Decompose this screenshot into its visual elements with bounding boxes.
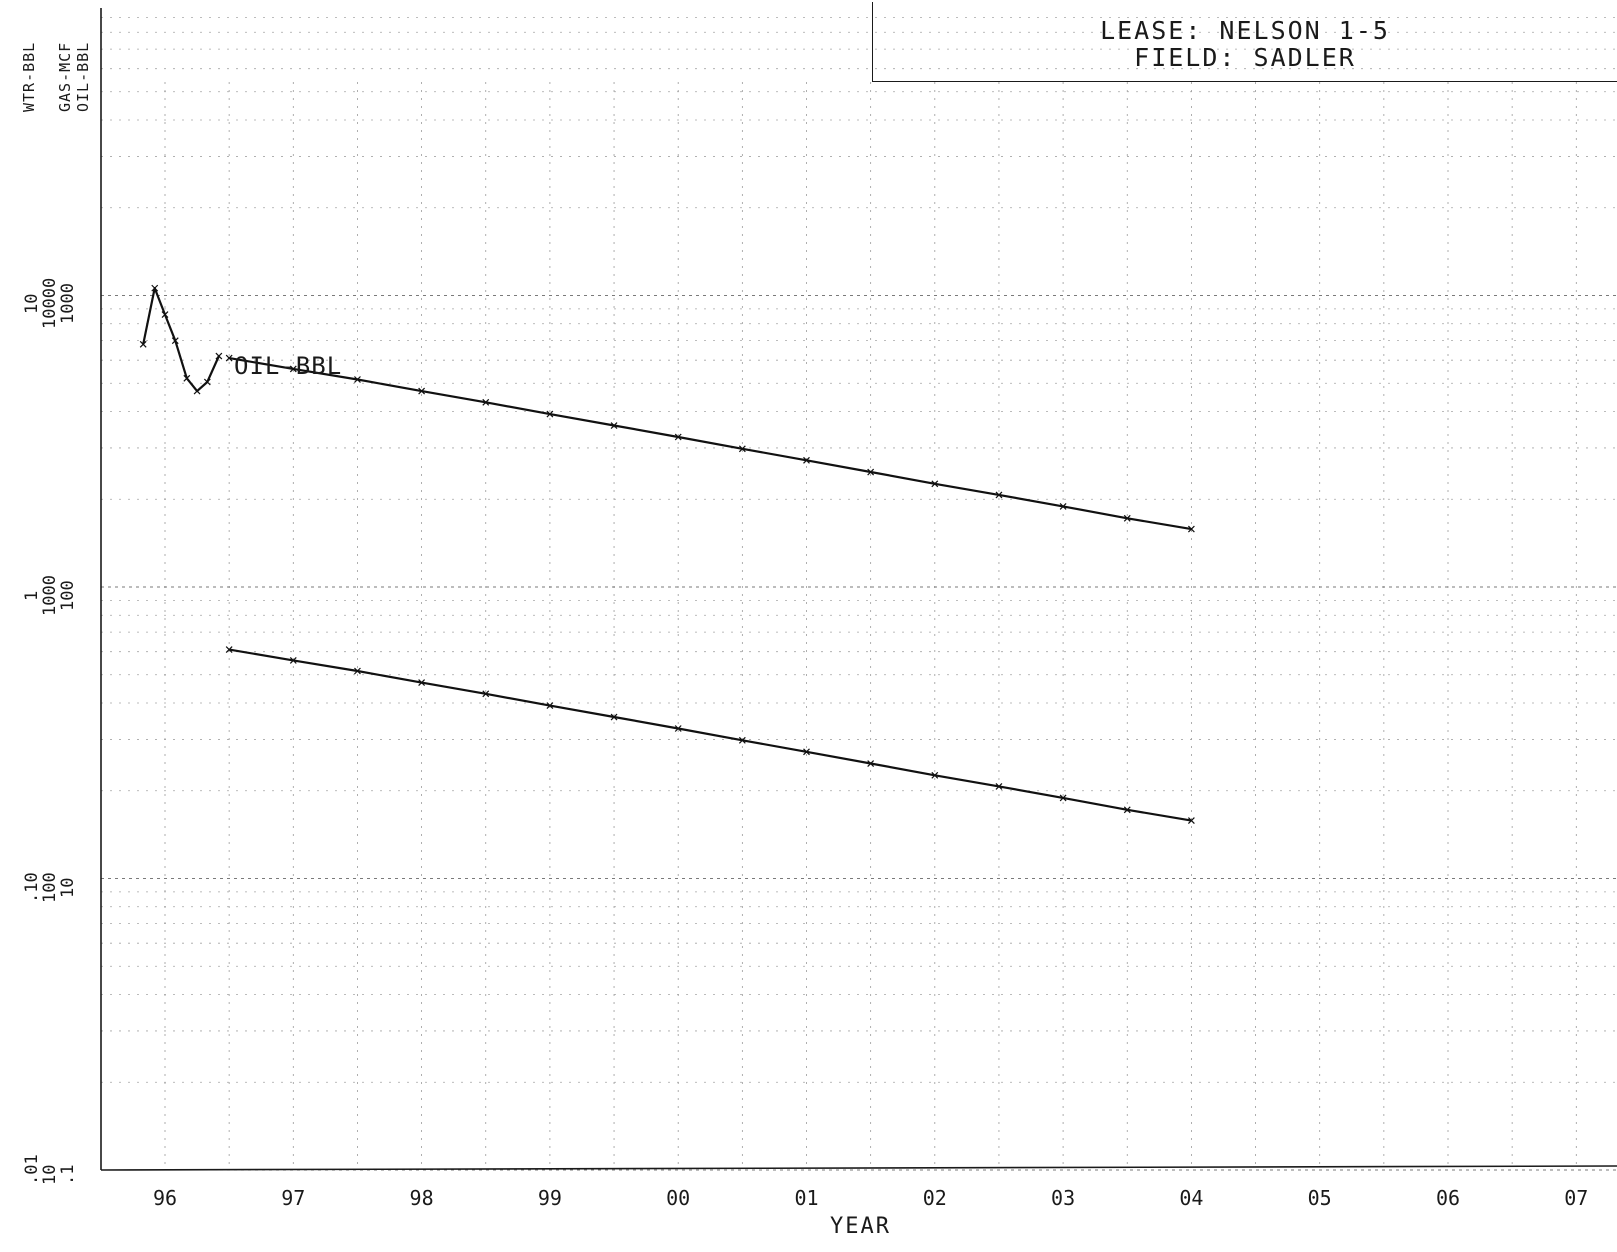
lease-legend-box: LEASE: NELSON 1-5 FIELD: SADLER — [872, 2, 1617, 82]
data-point — [1059, 502, 1067, 510]
data-point — [995, 491, 1003, 499]
data-point — [995, 782, 1003, 790]
x-tick-label: 97 — [281, 1186, 305, 1210]
y-tick-label: .10 — [22, 872, 42, 903]
data-point — [674, 433, 682, 441]
data-point — [354, 667, 361, 675]
data-point — [482, 398, 490, 406]
data-point — [183, 374, 191, 382]
data-point — [418, 387, 426, 395]
data-point — [151, 284, 159, 292]
x-tick-label: 01 — [794, 1186, 818, 1210]
grid — [101, 16, 1617, 1171]
data-point — [161, 311, 169, 319]
data-point — [289, 656, 297, 664]
y-unit-gas: GAS-MCF — [56, 41, 74, 112]
y-tick-label: 100 — [58, 580, 78, 611]
data-point — [1187, 525, 1195, 533]
x-tick-label: 04 — [1179, 1186, 1203, 1210]
data-point — [139, 340, 147, 348]
x-tick-label: 99 — [538, 1186, 562, 1210]
data-point — [203, 378, 211, 386]
data-point — [225, 646, 233, 654]
data-point — [803, 456, 810, 464]
series-layer — [139, 284, 1195, 825]
data-point — [610, 422, 618, 429]
data-point — [931, 771, 939, 779]
y-unit-wtr: WTR-BBL — [20, 41, 38, 112]
y-tick-label: 100 — [40, 872, 60, 903]
x-tick-label: 05 — [1308, 1186, 1332, 1210]
lease-name: LEASE: NELSON 1-5 — [1100, 16, 1390, 45]
data-point — [546, 702, 554, 709]
x-axis-line — [100, 1165, 1617, 1171]
data-point — [803, 748, 810, 756]
data-point — [1187, 817, 1195, 825]
x-tick-label: 96 — [153, 1186, 177, 1210]
y-tick-label: 1 — [22, 590, 42, 601]
x-tick-labels: 96 97 98 99 00 01 02 03 04 05 06 07 — [153, 1186, 1588, 1210]
data-point — [738, 736, 746, 744]
series-line-forecast — [229, 648, 1192, 822]
y-tick-label: .1 — [58, 1164, 78, 1185]
y-unit-oil: OIL-BBL — [74, 41, 92, 112]
data-point — [482, 690, 490, 698]
data-point — [867, 468, 875, 476]
data-point — [1123, 806, 1131, 814]
x-tick-label: 98 — [410, 1186, 434, 1210]
data-point — [546, 410, 554, 418]
y-tick-label: 10 — [58, 877, 78, 898]
data-point — [418, 679, 426, 687]
x-axis-title: YEAR — [830, 1214, 891, 1239]
data-point — [215, 352, 223, 360]
data-point — [674, 725, 682, 732]
data-point — [289, 365, 297, 373]
x-tick-label: 03 — [1051, 1186, 1075, 1210]
y-tick-label: 1000 — [40, 575, 60, 616]
field-name: FIELD: SADLER — [1134, 43, 1356, 72]
series-line-history — [142, 287, 220, 393]
y-tick-label: 10000 — [40, 277, 60, 329]
x-tick-label: 07 — [1564, 1186, 1588, 1210]
x-tick-label: 06 — [1436, 1186, 1460, 1210]
data-point — [610, 713, 618, 721]
data-point — [738, 445, 746, 453]
y-tick-label: 10 — [40, 1164, 60, 1185]
data-point — [1123, 514, 1131, 522]
data-point — [193, 387, 201, 395]
y-tick-label: 10 — [22, 293, 42, 314]
x-tick-label: 02 — [923, 1186, 947, 1210]
y-tick-label: .01 — [22, 1154, 42, 1185]
axes — [100, 8, 1617, 1171]
data-point — [931, 480, 939, 488]
data-point — [867, 760, 875, 767]
series-line-forecast — [229, 357, 1192, 531]
data-point — [354, 376, 361, 383]
series-label-oil: OIL-BBL — [234, 352, 343, 380]
data-point — [1059, 794, 1067, 802]
x-tick-label: 00 — [666, 1186, 690, 1210]
data-point — [225, 354, 233, 362]
data-point — [171, 337, 179, 345]
y-tick-label: 1000 — [58, 283, 78, 324]
